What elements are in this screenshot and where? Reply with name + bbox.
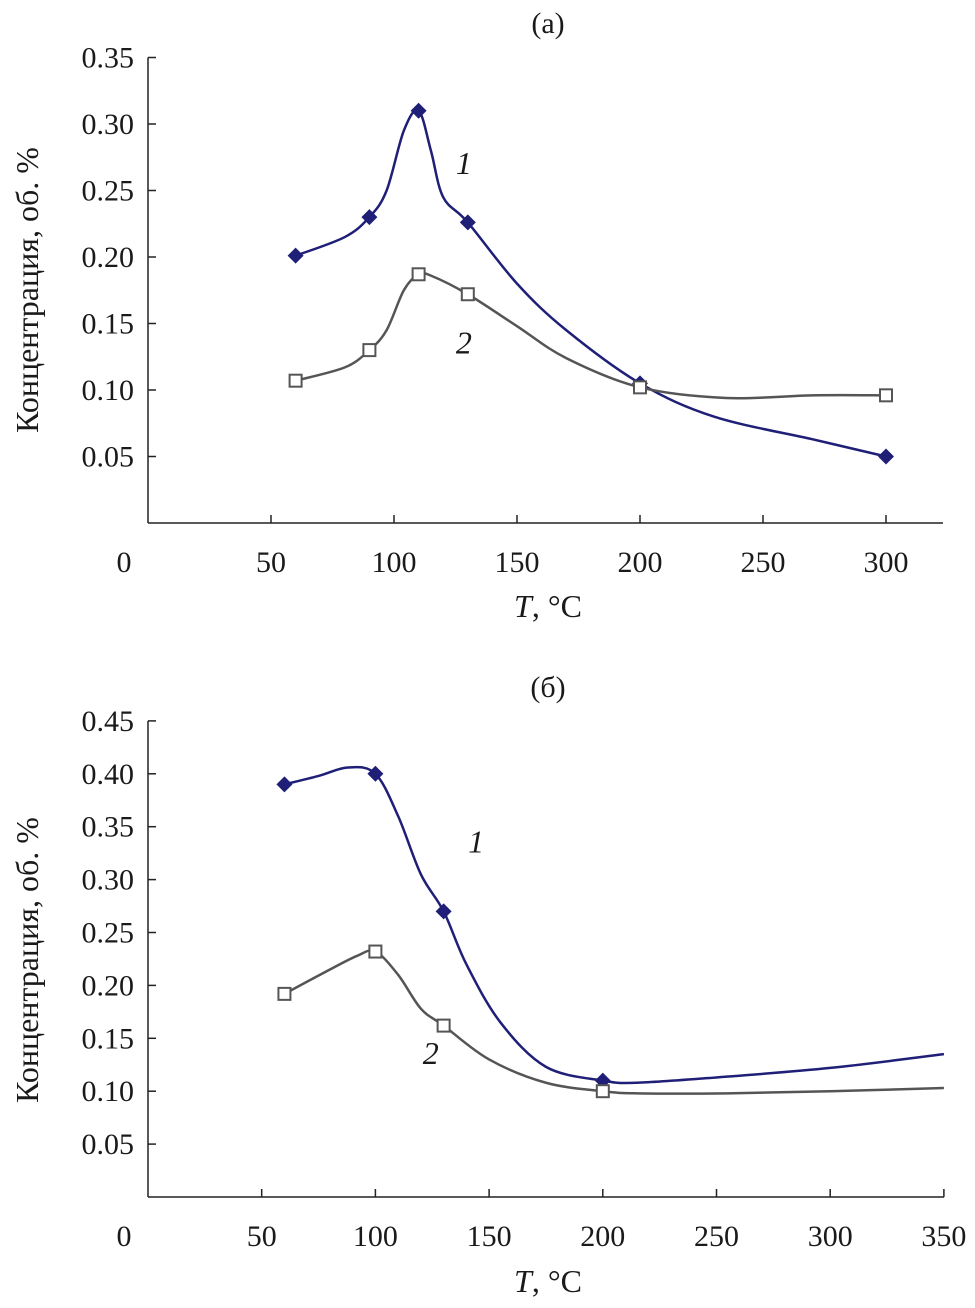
x-tick-label: 0: [117, 546, 132, 579]
x-axis-label-symbol: T: [514, 1263, 534, 1299]
y-tick-label: 0.05: [82, 1128, 135, 1161]
y-axis-label: Концентрация, об. %: [9, 817, 45, 1103]
x-axis-label-unit: , °C: [532, 1263, 582, 1299]
data-point-diamond: [367, 765, 384, 782]
data-point-diamond: [276, 776, 293, 793]
x-axis-label-unit: , °C: [532, 588, 582, 624]
x-tick-label: 150: [467, 1220, 512, 1253]
series-1: 1: [287, 102, 894, 465]
data-point-square: [368, 944, 383, 959]
data-point-square: [288, 373, 303, 388]
data-point-square: [633, 380, 647, 395]
y-tick-label: 0.45: [82, 705, 135, 738]
x-axis-label: T, °C: [514, 1263, 582, 1299]
y-axis-label: Концентрация, об. %: [9, 147, 45, 433]
y-tick-label: 0.35: [82, 42, 135, 75]
series-line: [283, 949, 944, 1095]
data-point-square: [436, 1018, 451, 1033]
data-point-diamond: [287, 247, 304, 264]
x-tick-label: 300: [864, 546, 909, 579]
data-point-square: [595, 1084, 610, 1099]
data-point-diamond: [410, 102, 427, 119]
y-tick-label: 0.25: [82, 175, 135, 208]
x-axis-label: T, °C: [514, 588, 582, 624]
series-line: [295, 108, 887, 458]
data-point-diamond: [459, 214, 476, 231]
data-point-diamond: [435, 903, 452, 920]
data-point-square: [362, 343, 377, 358]
series-line: [295, 271, 887, 400]
y-tick-label: 0.15: [82, 308, 135, 341]
y-tick-label: 0.25: [82, 917, 135, 950]
data-point-square: [411, 267, 426, 282]
y-tick-label: 0.05: [82, 441, 135, 474]
data-point-square: [879, 388, 893, 403]
y-tick-label: 0.10: [82, 1075, 135, 1108]
x-tick-label: 200: [580, 1220, 625, 1253]
x-tick-label: 50: [256, 546, 286, 579]
y-tick-label: 0.15: [82, 1022, 135, 1055]
chart-title: (б): [530, 671, 565, 704]
data-point-square: [277, 986, 292, 1001]
series-2: 2: [288, 267, 893, 403]
x-tick-label: 350: [921, 1220, 966, 1253]
chart-panel-a: (a) 0.05 0.10 0.15 0.20 0.25 0.30 0.35 0 50 100 150…: [9, 7, 943, 624]
data-point-diamond: [361, 209, 378, 226]
x-tick-label: 300: [808, 1220, 853, 1253]
data-point-square: [460, 287, 475, 302]
chart-title: (a): [531, 7, 564, 40]
series-label: 2: [423, 1035, 439, 1071]
x-tick-label: 50: [247, 1220, 277, 1253]
x-tick-label: 250: [741, 546, 786, 579]
series-2: 2: [277, 944, 944, 1099]
data-point-diamond: [878, 448, 894, 465]
y-tick-label: 0.20: [82, 969, 135, 1002]
x-tick-label: 0: [117, 1220, 132, 1253]
y-tick-label: 0.35: [82, 811, 135, 844]
x-axis-label-symbol: T: [514, 588, 534, 624]
y-tick-label: 0.30: [82, 864, 135, 897]
series-label: 2: [456, 324, 472, 360]
x-tick-label: 150: [495, 546, 540, 579]
series-label: 1: [456, 145, 472, 181]
y-tick-label: 0.40: [82, 758, 135, 791]
series-1: 1: [276, 765, 945, 1089]
series-line: [284, 765, 945, 1085]
x-tick-label: 250: [694, 1220, 739, 1253]
y-tick-label: 0.20: [82, 241, 135, 274]
chart-panel-b: (б) 0.05 0.10 0.15 0.20 0.25 0.30 0.35 0.40 0.45 0…: [9, 671, 966, 1299]
x-tick-label: 100: [353, 1220, 398, 1253]
y-tick-label: 0.10: [82, 374, 135, 407]
series-label: 1: [468, 824, 484, 860]
y-tick-label: 0.30: [82, 108, 135, 141]
x-tick-label: 200: [618, 546, 663, 579]
x-tick-label: 100: [372, 546, 417, 579]
